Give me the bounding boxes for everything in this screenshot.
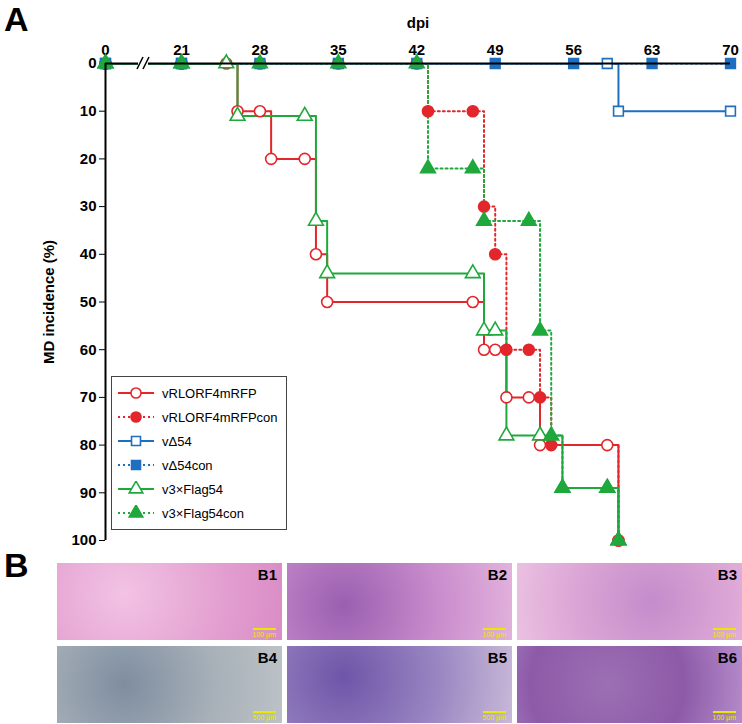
html-text:100 μm: 100 μm bbox=[482, 631, 506, 638]
svg-text:35: 35 bbox=[330, 40, 347, 58]
svg-text:10: 10 bbox=[80, 102, 97, 119]
html-text:B5: B5 bbox=[487, 649, 507, 666]
html-text:500 μm: 500 μm bbox=[482, 714, 506, 721]
svg-text:63: 63 bbox=[644, 41, 661, 58]
svg-text:40: 40 bbox=[80, 245, 97, 262]
svg-text:56: 56 bbox=[565, 41, 582, 58]
html-text:B4: B4 bbox=[257, 649, 277, 666]
html-text:B3: B3 bbox=[717, 566, 737, 583]
svg-text:90: 90 bbox=[80, 484, 97, 501]
html-text:vRLORF4mRFPcon: vRLORF4mRFPcon bbox=[162, 409, 278, 425]
html-text:B2: B2 bbox=[487, 566, 507, 583]
svg-text:30: 30 bbox=[80, 197, 97, 214]
html-text:100 μm: 100 μm bbox=[712, 631, 736, 638]
svg-text:28: 28 bbox=[251, 40, 269, 58]
svg-text:MD incidence (%): MD incidence (%) bbox=[40, 240, 57, 364]
svg-text:0: 0 bbox=[101, 40, 110, 58]
svg-text:21: 21 bbox=[173, 40, 190, 58]
svg-text:80: 80 bbox=[80, 436, 97, 453]
svg-text:70: 70 bbox=[80, 388, 97, 405]
svg-text:42: 42 bbox=[408, 40, 426, 58]
svg-text:60: 60 bbox=[80, 341, 97, 358]
html-text:A: A bbox=[4, 0, 29, 38]
svg-text:20: 20 bbox=[80, 150, 97, 167]
svg-text:dpi: dpi bbox=[407, 14, 430, 31]
html-text:B6: B6 bbox=[717, 649, 737, 666]
html-text:B: B bbox=[4, 546, 29, 584]
html-text:vΔ54: vΔ54 bbox=[162, 433, 192, 449]
html-text:v3×Flag54: v3×Flag54 bbox=[162, 481, 224, 497]
svg-text:100: 100 bbox=[71, 531, 96, 548]
html-text:v3×Flag54con: v3×Flag54con bbox=[162, 505, 244, 521]
html-text:vΔ54con: vΔ54con bbox=[162, 457, 213, 473]
svg-text:0: 0 bbox=[88, 54, 96, 71]
svg-text:49: 49 bbox=[487, 41, 504, 58]
html-text:vRLORF4mRFP: vRLORF4mRFP bbox=[162, 385, 257, 401]
html-text:B1: B1 bbox=[257, 566, 277, 583]
svg-text:70: 70 bbox=[722, 41, 739, 58]
html-text:100 μm: 100 μm bbox=[252, 631, 276, 638]
html-text:500 μm: 500 μm bbox=[252, 714, 276, 721]
html-text:100 μm: 100 μm bbox=[712, 714, 736, 721]
svg-text:50: 50 bbox=[80, 293, 97, 310]
